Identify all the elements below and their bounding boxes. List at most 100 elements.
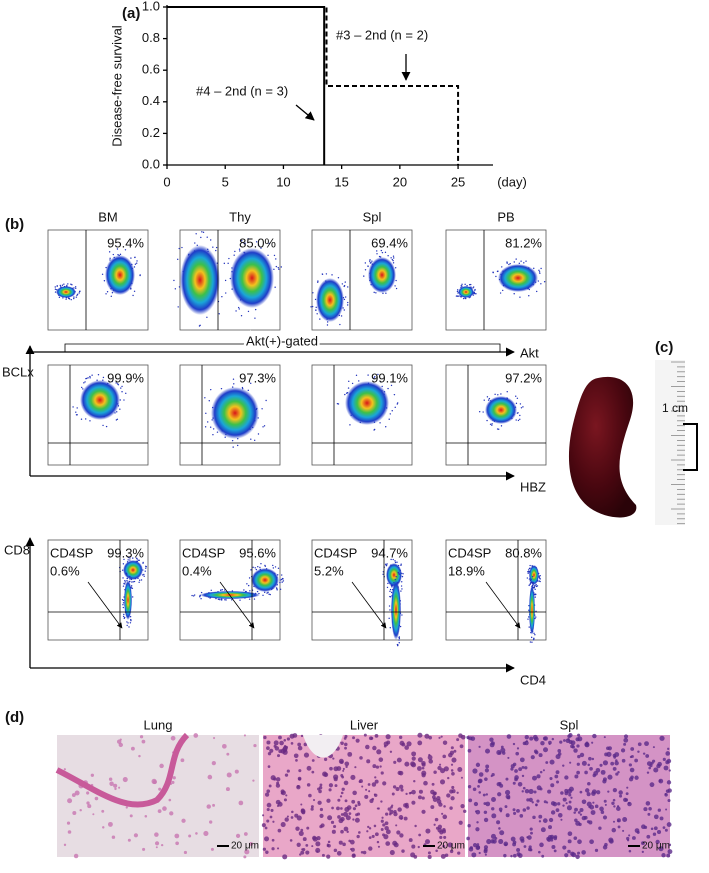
event-dot [144,570,146,572]
nucleus [612,766,617,771]
event-dot [386,586,389,589]
nucleus [440,735,443,738]
histology-image [466,733,673,860]
event-dot [382,573,384,575]
nucleus [393,811,398,817]
event-dot [75,411,77,413]
event-dot [210,388,212,391]
nucleus [283,738,287,742]
axis-label: HBZ [520,479,546,494]
nucleus [421,796,425,800]
event-dot [124,249,127,251]
nucleus [594,848,599,852]
density-blob [498,264,538,292]
nucleus [356,812,361,816]
nucleus [249,842,253,846]
nucleus [484,853,487,856]
event-dot [225,599,227,601]
nucleus [564,853,569,858]
panel-title: Lung [144,717,173,732]
nucleus [195,832,198,835]
event-dot [82,388,84,390]
event-dot [264,565,267,567]
event-dot [506,261,508,263]
nucleus [339,795,343,798]
nucleus [283,798,287,802]
nucleus [618,790,623,795]
event-dot [520,260,522,262]
nucleus [144,814,148,818]
nucleus [512,742,516,746]
nucleus [403,803,408,808]
event-dot [136,260,138,262]
nucleus [523,845,527,848]
nucleus [483,845,489,850]
nucleus [542,769,545,772]
density-blob [368,257,396,293]
nucleus [330,820,335,824]
event-dot [132,557,134,559]
event-dot [246,583,248,585]
event-dot [281,577,284,580]
nucleus [361,785,364,788]
event-dot [130,578,133,581]
event-dot [401,588,403,590]
nucleus [391,792,395,796]
event-dot [379,422,381,424]
nucleus [154,841,160,846]
event-dot [533,632,535,635]
nucleus [450,796,455,801]
event-dot [136,558,138,560]
nucleus [385,812,389,816]
nucleus [320,823,325,828]
nucleus [343,736,347,740]
event-dot [218,313,220,315]
nucleus [385,734,391,740]
nucleus [623,737,629,743]
event-dot [474,288,476,291]
nucleus [271,838,275,842]
density-blob [391,580,401,640]
event-dot [217,598,220,601]
nucleus [326,854,331,859]
event-dot [387,387,389,390]
survival-line [167,6,460,165]
event-dot [499,292,502,294]
nucleus [468,847,474,852]
nucleus [92,813,95,816]
event-dot [401,581,403,583]
nucleus [472,843,478,848]
nucleus [549,759,555,765]
subset-percent: 0.4% [182,563,212,578]
event-dot [390,558,392,561]
density-blob [386,563,402,587]
event-dot [535,585,538,588]
nucleus [577,754,581,759]
nucleus [577,733,581,737]
nucleus [665,808,668,811]
subset-label: CD4SP [448,545,491,560]
nucleus [341,787,345,791]
nucleus [348,839,352,843]
nucleus [277,754,281,758]
nucleus [370,736,374,740]
nucleus [317,787,321,791]
nucleus [418,833,422,837]
nucleus [525,740,528,743]
event-dot [130,585,133,587]
event-dot [124,616,126,619]
density-blob [345,381,389,425]
event-dot [400,590,402,592]
event-dot [487,399,490,401]
nucleus [538,753,543,758]
event-dot [73,296,75,298]
column-title: BM [98,209,118,224]
nucleus [323,757,328,762]
event-dot [231,439,234,442]
x-tick-label: 25 [451,174,465,189]
airway [55,732,190,808]
event-dot [145,565,147,568]
event-dot [375,292,377,294]
density-blob [123,560,143,580]
event-dot [532,583,534,585]
